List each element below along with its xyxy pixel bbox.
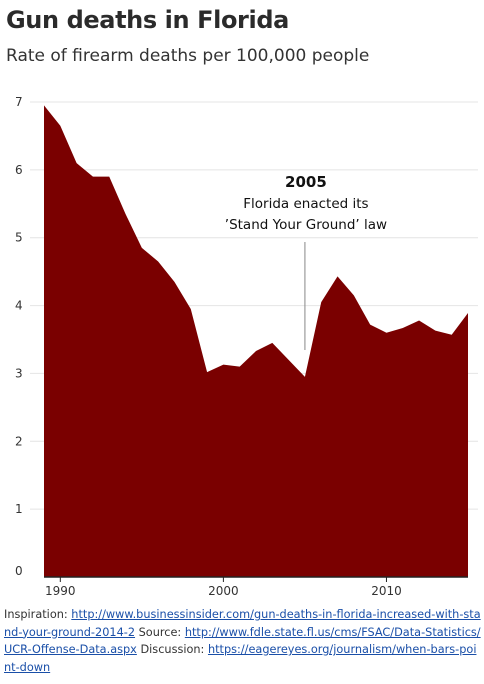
x-tick-marks	[59, 577, 387, 582]
annotation-text-line2: ’Stand Your Ground’ law	[225, 217, 387, 233]
y-tick-labels: 0 1 2 3 4 5 6 7	[15, 95, 23, 578]
x-tick-label: 1990	[45, 584, 76, 598]
source-link[interactable]: http://www.fdle.state.fl.us/cms/FSAC/Dat…	[4, 625, 481, 657]
y-tick-label: 3	[15, 366, 23, 380]
area-chart: 0 1 2 3 4 5 6 7 1990 2000 2010 2005 Florida enact…	[15, 95, 478, 598]
y-tick-label: 2	[15, 434, 23, 448]
chart-title: Gun deaths in Florida	[6, 6, 289, 34]
y-tick-label: 5	[15, 231, 23, 245]
inspiration-link[interactable]: http://www.businessinsider.com/gun-death…	[4, 608, 481, 639]
x-tick-labels: 1990 2000 2010	[45, 584, 402, 598]
y-tick-label: 7	[15, 95, 23, 109]
inspiration-label: Inspiration:	[4, 608, 68, 621]
y-tick-label: 0	[15, 564, 23, 578]
y-tick-label: 1	[15, 502, 23, 516]
area-series	[44, 105, 468, 578]
y-tick-label: 4	[15, 299, 23, 313]
annotation-text-line1: Florida enacted its	[243, 196, 368, 212]
y-tick-label: 6	[15, 163, 23, 177]
x-tick-label: 2010	[371, 584, 402, 598]
x-tick-label: 2000	[208, 584, 239, 598]
discussion-label: Discussion:	[140, 643, 205, 656]
source-label: Source:	[138, 625, 182, 639]
annotation-year: 2005	[285, 173, 327, 191]
footer-credits: Inspiration: http://www.businessinsider.…	[4, 606, 482, 676]
discussion-link[interactable]: https://eagereyes.org/journalism/when-ba…	[4, 643, 477, 674]
chart-subtitle: Rate of firearm deaths per 100,000 peopl…	[6, 46, 370, 66]
